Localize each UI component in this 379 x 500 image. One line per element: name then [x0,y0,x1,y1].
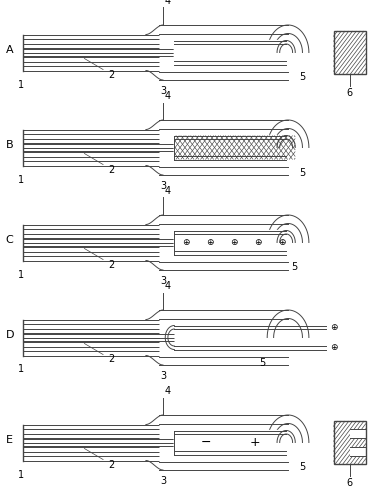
Bar [334,421,366,464]
Bar [349,429,366,438]
Text: 5: 5 [259,358,265,368]
Text: C: C [6,235,13,245]
Polygon shape [174,40,295,64]
Text: 4: 4 [165,91,171,101]
Text: 3: 3 [160,181,166,191]
Text: D: D [6,330,14,340]
Text: 2: 2 [84,448,114,469]
Text: 3: 3 [160,276,166,286]
Text: 1: 1 [18,270,24,280]
Text: 5: 5 [291,262,298,272]
Text: 3: 3 [160,86,166,96]
Text: ⊕: ⊕ [330,343,337,352]
Bar [334,421,366,464]
Polygon shape [174,136,295,160]
Text: +: + [249,436,260,449]
Text: 2: 2 [84,344,114,364]
Text: 2: 2 [84,248,114,270]
Text: 5: 5 [299,168,305,177]
Text: 6: 6 [346,478,353,488]
Bar [334,31,366,74]
Text: 3: 3 [160,476,166,486]
Text: ⊕: ⊕ [279,238,286,247]
Bar [349,447,366,456]
Text: 5: 5 [299,462,305,472]
Text: 1: 1 [18,174,24,184]
Text: ⊕: ⊕ [182,238,190,247]
Text: 4: 4 [165,281,171,291]
Polygon shape [174,430,295,454]
Text: 1: 1 [18,470,24,480]
Text: −: − [200,436,211,449]
Text: ⊕: ⊕ [230,238,238,247]
Text: 3: 3 [160,371,166,381]
Text: 5: 5 [299,72,305,83]
Text: ⊕: ⊕ [206,238,214,247]
Text: B: B [6,140,13,150]
Text: 6: 6 [346,88,353,98]
Text: 2: 2 [84,154,114,174]
Text: ⊕: ⊕ [330,323,337,332]
Text: 4: 4 [165,386,171,396]
Text: 4: 4 [165,0,171,6]
Text: ⊕: ⊕ [254,238,262,247]
Text: E: E [6,435,13,445]
Bar [334,31,366,74]
Text: 1: 1 [18,364,24,374]
Text: A: A [6,45,13,55]
Text: 1: 1 [18,80,24,90]
Polygon shape [174,230,295,254]
Text: 2: 2 [84,58,114,80]
Text: 4: 4 [165,186,171,196]
